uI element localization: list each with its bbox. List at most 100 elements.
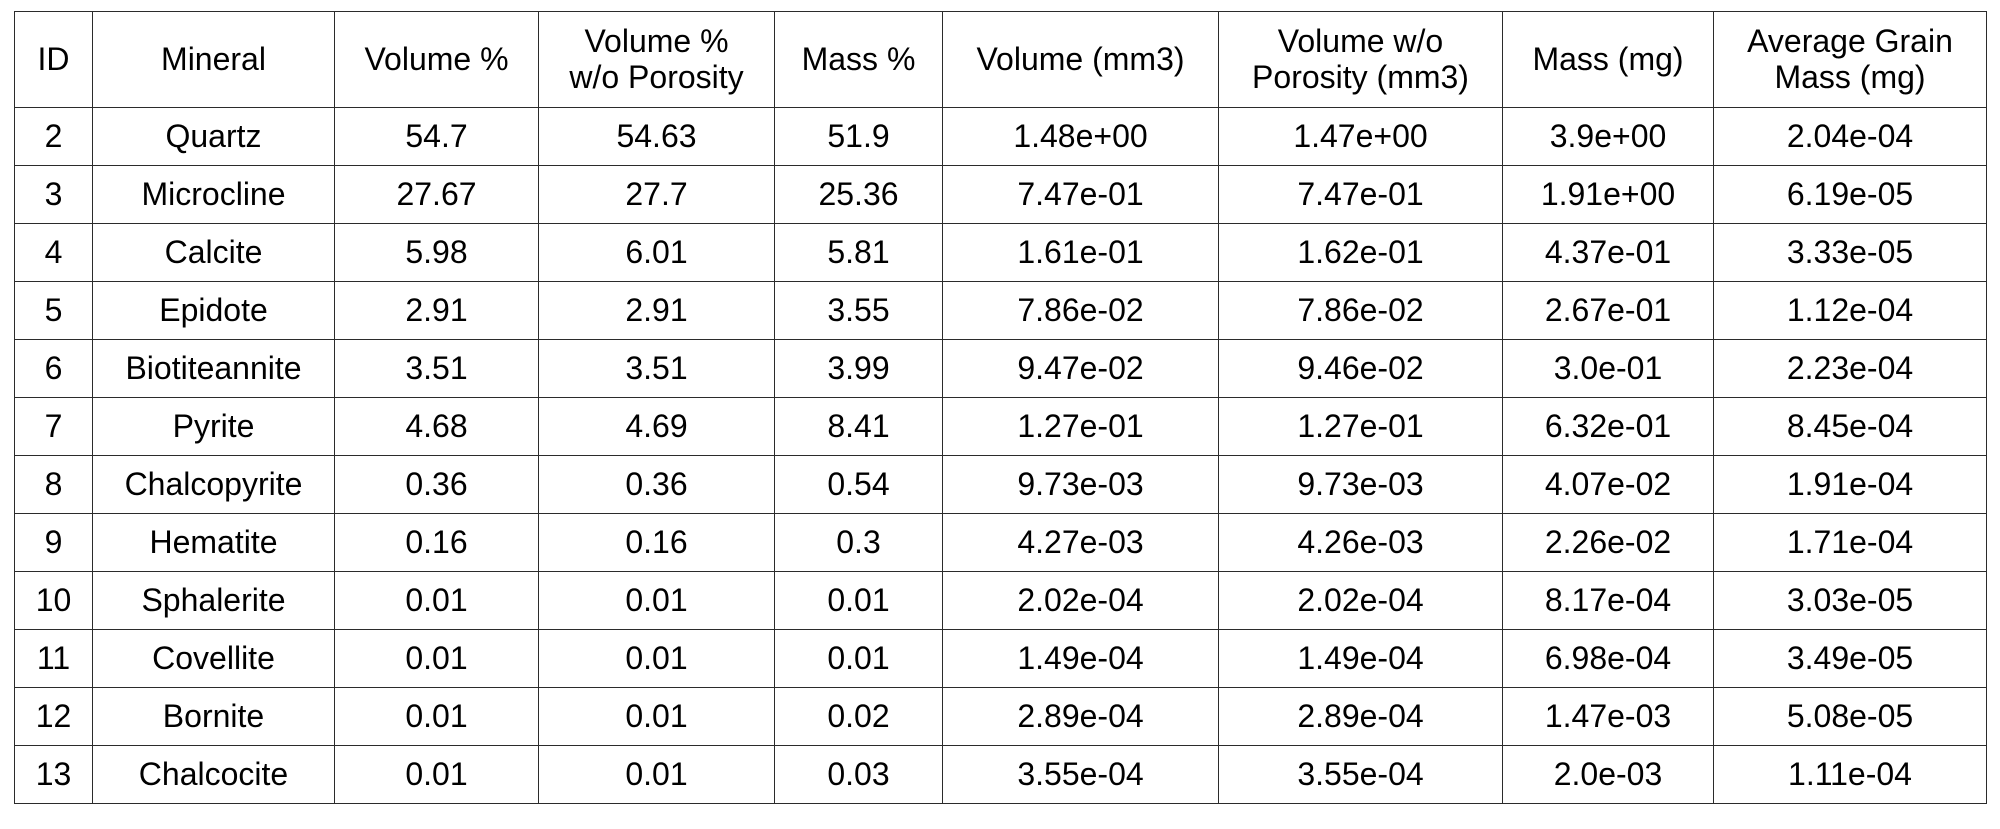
- column-header-volume-pct: Volume %: [334, 11, 539, 108]
- cell-average-grain-mass-mg: 3.33e-05: [1713, 223, 1987, 282]
- cell-mass-pct: 3.99: [774, 339, 943, 398]
- cell-average-grain-mass-mg: 1.91e-04: [1713, 455, 1987, 514]
- table-row: 10 Sphalerite 0.01 0.01 0.01 2.02e-04 2.02e-04…: [14, 571, 1987, 630]
- table-row: 5 Epidote 2.91 2.91 3.55 7.86e-02 7.86e-02 2.67…: [14, 281, 1987, 340]
- cell-average-grain-mass-mg: 1.12e-04: [1713, 281, 1987, 340]
- cell-mass-pct: 8.41: [774, 397, 943, 456]
- cell-volume-pct: 0.36: [334, 455, 539, 514]
- cell-mineral: Epidote: [92, 281, 335, 340]
- cell-mineral: Hematite: [92, 513, 335, 572]
- column-header-mineral: Mineral: [92, 11, 335, 108]
- cell-average-grain-mass-mg: 2.23e-04: [1713, 339, 1987, 398]
- cell-id: 13: [14, 745, 93, 804]
- table-row: 6 Biotiteannite 3.51 3.51 3.99 9.47e-02 9.46e-…: [14, 339, 1987, 398]
- cell-mineral: Covellite: [92, 629, 335, 688]
- table-row: 8 Chalcopyrite 0.36 0.36 0.54 9.73e-03 9.73e-0…: [14, 455, 1987, 514]
- cell-average-grain-mass-mg: 8.45e-04: [1713, 397, 1987, 456]
- cell-volume-wo-porosity-mm3: 1.62e-01: [1218, 223, 1503, 282]
- cell-id: 12: [14, 687, 93, 746]
- column-header-id: ID: [14, 11, 93, 108]
- cell-volume-pct-wo-porosity: 0.01: [538, 745, 775, 804]
- cell-volume-mm3: 9.47e-02: [942, 339, 1219, 398]
- cell-volume-wo-porosity-mm3: 2.02e-04: [1218, 571, 1503, 630]
- cell-mass-mg: 2.0e-03: [1502, 745, 1714, 804]
- cell-volume-mm3: 4.27e-03: [942, 513, 1219, 572]
- mineral-table: ID Mineral Volume % Volume % w/o Porosity Mas…: [14, 11, 1987, 804]
- table-row: 13 Chalcocite 0.01 0.01 0.03 3.55e-04 3.55e-04…: [14, 745, 1987, 804]
- cell-id: 5: [14, 281, 93, 340]
- cell-mass-mg: 6.98e-04: [1502, 629, 1714, 688]
- cell-volume-pct-wo-porosity: 0.01: [538, 629, 775, 688]
- cell-volume-wo-porosity-mm3: 3.55e-04: [1218, 745, 1503, 804]
- cell-volume-pct-wo-porosity: 3.51: [538, 339, 775, 398]
- cell-mineral: Chalcocite: [92, 745, 335, 804]
- cell-mineral: Pyrite: [92, 397, 335, 456]
- column-header-volume-wo-porosity-mm3: Volume w/o Porosity (mm3): [1218, 11, 1503, 108]
- column-header-line: ID: [37, 40, 70, 77]
- column-header-line: Volume w/o: [1277, 22, 1444, 59]
- column-header-line: Volume %: [364, 40, 509, 77]
- cell-id: 10: [14, 571, 93, 630]
- cell-mass-mg: 1.47e-03: [1502, 687, 1714, 746]
- cell-volume-pct: 4.68: [334, 397, 539, 456]
- cell-average-grain-mass-mg: 2.04e-04: [1713, 107, 1987, 166]
- cell-id: 7: [14, 397, 93, 456]
- header-row: ID Mineral Volume % Volume % w/o Porosity Mas…: [14, 11, 1987, 108]
- cell-volume-wo-porosity-mm3: 9.73e-03: [1218, 455, 1503, 514]
- cell-volume-mm3: 2.02e-04: [942, 571, 1219, 630]
- cell-volume-pct: 5.98: [334, 223, 539, 282]
- cell-volume-wo-porosity-mm3: 1.49e-04: [1218, 629, 1503, 688]
- cell-id: 3: [14, 165, 93, 224]
- cell-average-grain-mass-mg: 1.71e-04: [1713, 513, 1987, 572]
- column-header-volume-mm3: Volume (mm3): [942, 11, 1219, 108]
- cell-volume-pct-wo-porosity: 6.01: [538, 223, 775, 282]
- table-row: 9 Hematite 0.16 0.16 0.3 4.27e-03 4.26e-03 2.26…: [14, 513, 1987, 572]
- cell-volume-mm3: 1.49e-04: [942, 629, 1219, 688]
- column-header-line: Mass (mg): [1532, 40, 1684, 77]
- cell-average-grain-mass-mg: 1.11e-04: [1713, 745, 1987, 804]
- cell-volume-pct-wo-porosity: 2.91: [538, 281, 775, 340]
- cell-volume-wo-porosity-mm3: 7.86e-02: [1218, 281, 1503, 340]
- mineral-table-container: ID Mineral Volume % Volume % w/o Porosity Mas…: [14, 11, 1987, 804]
- cell-mass-pct: 3.55: [774, 281, 943, 340]
- table-header: ID Mineral Volume % Volume % w/o Porosity Mas…: [14, 11, 1987, 108]
- cell-volume-wo-porosity-mm3: 2.89e-04: [1218, 687, 1503, 746]
- cell-mineral: Quartz: [92, 107, 335, 166]
- cell-id: 2: [14, 107, 93, 166]
- cell-mass-pct: 25.36: [774, 165, 943, 224]
- cell-volume-mm3: 7.86e-02: [942, 281, 1219, 340]
- cell-average-grain-mass-mg: 3.03e-05: [1713, 571, 1987, 630]
- column-header-line: Volume (mm3): [976, 40, 1185, 77]
- cell-volume-pct: 3.51: [334, 339, 539, 398]
- cell-volume-wo-porosity-mm3: 4.26e-03: [1218, 513, 1503, 572]
- cell-volume-mm3: 1.61e-01: [942, 223, 1219, 282]
- cell-volume-mm3: 7.47e-01: [942, 165, 1219, 224]
- cell-id: 11: [14, 629, 93, 688]
- cell-volume-wo-porosity-mm3: 1.27e-01: [1218, 397, 1503, 456]
- cell-volume-mm3: 3.55e-04: [942, 745, 1219, 804]
- cell-volume-pct: 0.01: [334, 571, 539, 630]
- cell-volume-pct: 54.7: [334, 107, 539, 166]
- cell-mass-pct: 0.54: [774, 455, 943, 514]
- cell-mass-mg: 6.32e-01: [1502, 397, 1714, 456]
- cell-volume-mm3: 1.48e+00: [942, 107, 1219, 166]
- cell-volume-pct-wo-porosity: 54.63: [538, 107, 775, 166]
- cell-mass-mg: 8.17e-04: [1502, 571, 1714, 630]
- cell-volume-pct-wo-porosity: 0.16: [538, 513, 775, 572]
- cell-mass-pct: 0.03: [774, 745, 943, 804]
- table-row: 3 Microcline 27.67 27.7 25.36 7.47e-01 7.47e-0…: [14, 165, 1987, 224]
- cell-volume-pct: 27.67: [334, 165, 539, 224]
- cell-volume-mm3: 9.73e-03: [942, 455, 1219, 514]
- column-header-line: Mineral: [161, 40, 266, 77]
- cell-mass-pct: 0.01: [774, 571, 943, 630]
- cell-mass-pct: 5.81: [774, 223, 943, 282]
- column-header-line: Porosity (mm3): [1252, 58, 1469, 95]
- cell-mineral: Bornite: [92, 687, 335, 746]
- table-row: 11 Covellite 0.01 0.01 0.01 1.49e-04 1.49e-04 6…: [14, 629, 1987, 688]
- cell-id: 4: [14, 223, 93, 282]
- cell-volume-wo-porosity-mm3: 7.47e-01: [1218, 165, 1503, 224]
- cell-volume-pct-wo-porosity: 0.36: [538, 455, 775, 514]
- cell-average-grain-mass-mg: 5.08e-05: [1713, 687, 1987, 746]
- cell-volume-mm3: 2.89e-04: [942, 687, 1219, 746]
- column-header-volume-pct-wo-porosity: Volume % w/o Porosity: [538, 11, 775, 108]
